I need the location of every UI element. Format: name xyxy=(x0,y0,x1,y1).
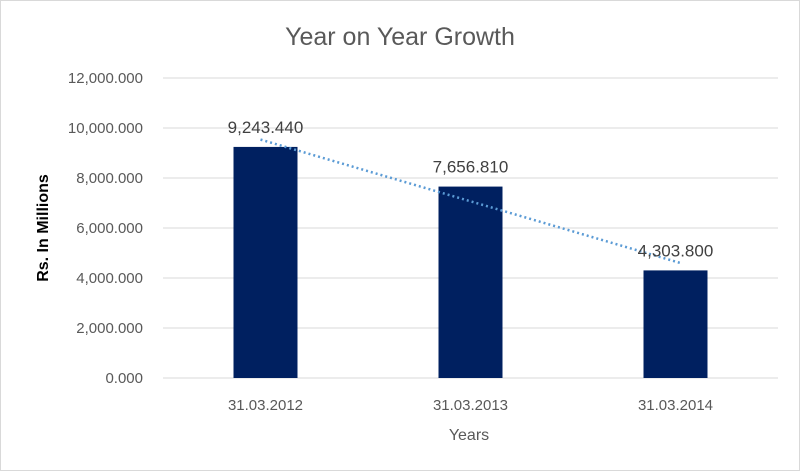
x-tick-label: 31.03.2014 xyxy=(638,397,713,414)
bar xyxy=(438,186,503,378)
y-tick-label: 0.000 xyxy=(105,370,143,387)
bar xyxy=(643,270,708,378)
y-tick-label: 2,000.000 xyxy=(76,320,143,337)
data-label: 9,243.440 xyxy=(228,118,304,137)
y-tick-label: 4,000.000 xyxy=(76,270,143,287)
y-tick-label: 8,000.000 xyxy=(76,170,143,187)
y-tick-label: 12,000.000 xyxy=(68,70,143,87)
y-tick-label: 6,000.000 xyxy=(76,220,143,237)
y-axis-title: Rs. In Millions xyxy=(35,174,52,282)
data-label: 7,656.810 xyxy=(433,158,509,177)
data-label: 4,303.800 xyxy=(638,241,714,260)
data-labels: 9,243.440 7,656.810 4,303.800 xyxy=(228,118,714,260)
bar xyxy=(233,146,298,378)
y-axis-ticks: 0.000 2,000.000 4,000.000 6,000.000 8,000.00… xyxy=(68,70,143,387)
chart-title: Year on Year Growth xyxy=(285,23,515,51)
y-tick-label: 10,000.000 xyxy=(68,120,143,137)
x-axis-title: Years xyxy=(449,427,489,444)
x-tick-label: 31.03.2012 xyxy=(228,397,303,414)
x-tick-label: 31.03.2013 xyxy=(433,397,508,414)
x-axis-ticks: 31.03.2012 31.03.2013 31.03.2014 xyxy=(228,397,713,414)
bars xyxy=(233,146,708,378)
